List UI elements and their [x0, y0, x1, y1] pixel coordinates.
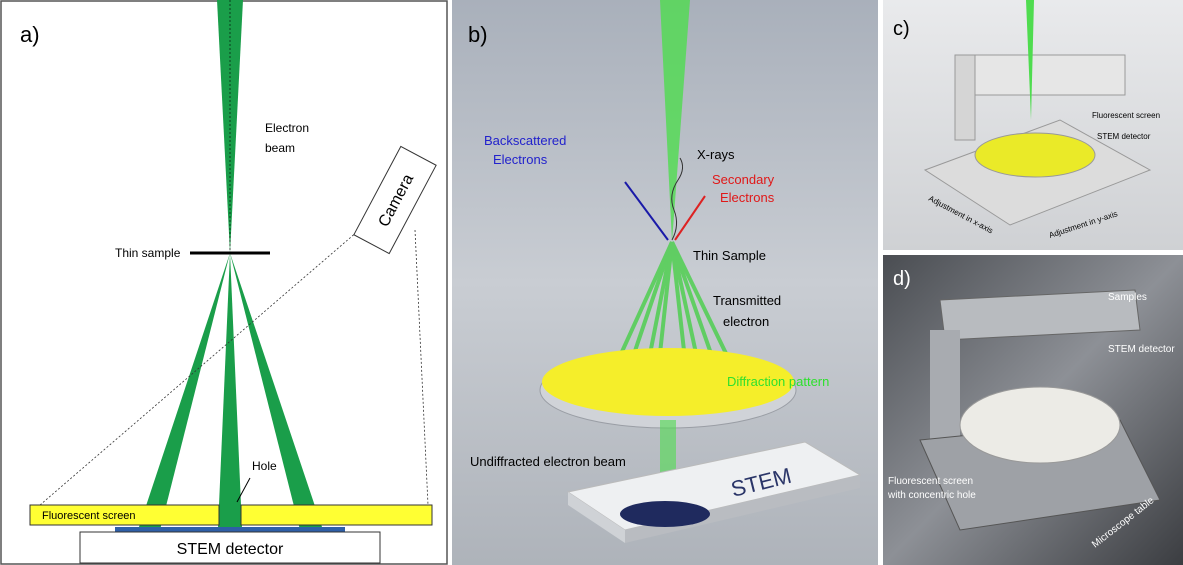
- label-line: Fluorescent screen: [888, 476, 973, 487]
- panel-d: d) Samples STEM detector Fluorescent scr…: [883, 255, 1183, 565]
- thin-sample-label: Thin sample: [115, 246, 181, 260]
- figure: Camera a) Electronbeam Thin sample Hole …: [0, 0, 1183, 565]
- detector-label: STEM detector: [1097, 132, 1151, 141]
- label-line: electron: [723, 314, 769, 329]
- fluorescent-screen: [960, 387, 1120, 463]
- label-line: Secondary: [712, 172, 775, 187]
- screen-label: Fluorescent screen: [1092, 111, 1160, 120]
- label-line: Electrons: [493, 152, 548, 167]
- detector-label: STEM detector: [1108, 344, 1175, 355]
- frame-top: [955, 55, 1125, 95]
- samples-label: Samples: [1108, 292, 1147, 303]
- label-line: Backscattered: [484, 133, 566, 148]
- stem-disk: [620, 501, 710, 527]
- fluorescent-screen: [241, 505, 432, 525]
- hole-label: Hole: [252, 459, 277, 473]
- fluorescent-screen: [975, 133, 1095, 177]
- panel-tag: d): [893, 268, 911, 290]
- thin-sample-label: Thin Sample: [693, 248, 766, 263]
- detector-strip: [115, 527, 345, 532]
- label-line: with concentric hole: [887, 490, 976, 501]
- label-line: Electrons: [720, 190, 775, 205]
- panel-tag: a): [20, 22, 40, 47]
- panel-b: b) Backscattered Electrons X-rays Seconda…: [452, 0, 878, 565]
- detector-label: STEM detector: [177, 541, 284, 558]
- label-line: beam: [265, 141, 295, 155]
- screen-label: Fluorescent screen: [42, 510, 136, 522]
- label-line: Electron: [265, 121, 309, 135]
- panel-c: c) Fluorescent screen STEM detector Adju…: [883, 0, 1183, 250]
- frame-leg: [955, 55, 975, 140]
- frame-leg: [930, 330, 960, 450]
- undiffracted-label: Undiffracted electron beam: [470, 454, 626, 469]
- label-line: Transmitted: [713, 293, 781, 308]
- panel-tag: c): [893, 18, 910, 40]
- diffraction-label: Diffraction pattern: [727, 374, 829, 389]
- panel-tag: b): [468, 22, 488, 47]
- xrays-label: X-rays: [697, 147, 735, 162]
